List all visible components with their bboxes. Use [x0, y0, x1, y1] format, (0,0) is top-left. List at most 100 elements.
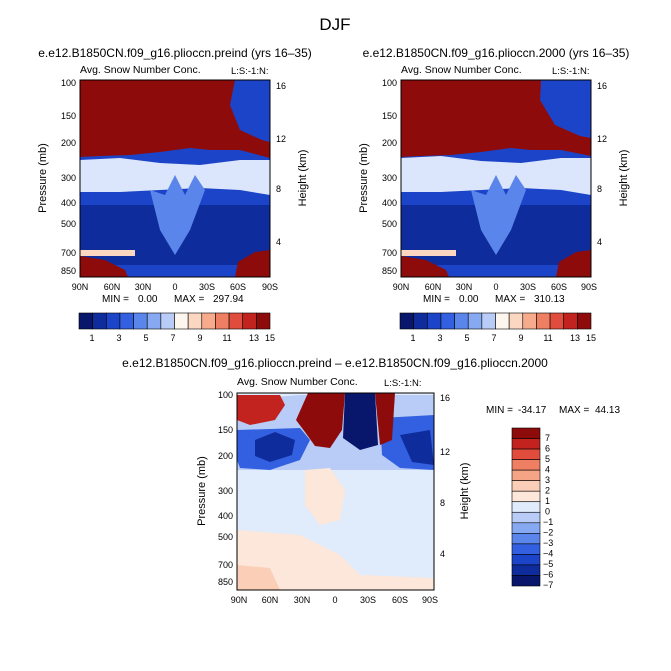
- xtick: 90S: [422, 595, 438, 605]
- cbar-label: 11: [222, 333, 231, 343]
- cbar-label: 13: [570, 333, 580, 343]
- colorbar-swatch: [133, 312, 148, 330]
- field-red-south: [375, 393, 395, 445]
- ytick: 200: [382, 138, 397, 148]
- ytick: 850: [218, 577, 233, 587]
- xtick: 90N: [72, 282, 89, 292]
- cbar-label: −4: [543, 549, 553, 559]
- panel-diff-units: L:S:-1:N:: [384, 378, 422, 389]
- colorbar-swatch: [413, 312, 428, 330]
- cbar-label: 6: [545, 444, 550, 454]
- cbar-label: 5: [143, 333, 148, 343]
- xtick: 30N: [294, 595, 311, 605]
- colorbar-swatch: [511, 554, 541, 566]
- ytick-right: 8: [440, 498, 445, 508]
- cbar-label: 13: [249, 333, 259, 343]
- panel-preind-ylabel-left: Pressure (mb): [37, 143, 49, 213]
- field-polar-south: [235, 250, 270, 277]
- panel-diff-ylabel-right: Height (km): [459, 463, 471, 520]
- field-polar-north-edge: [401, 250, 456, 256]
- ytick: 400: [218, 511, 233, 521]
- field-dark-blue-cap: [343, 393, 378, 450]
- field-peach-edge: [237, 565, 280, 590]
- season-title: DJF: [319, 15, 350, 34]
- panel-2000-min-value: 0.00: [459, 294, 479, 305]
- ytick-right: 8: [276, 184, 281, 194]
- cbar-label: −6: [543, 570, 553, 580]
- colorbar-swatch: [511, 564, 541, 576]
- field-red-north: [237, 395, 285, 425]
- colorbar-swatch: [187, 312, 203, 330]
- xtick: 30N: [456, 282, 473, 292]
- panel-diff-ylabel-left: Pressure (mb): [196, 456, 208, 526]
- xtick: 30N: [135, 282, 152, 292]
- panel-diff-subtitle: Avg. Snow Number Conc.: [237, 376, 358, 388]
- colorbar-swatch: [511, 533, 541, 545]
- panel-preind-title: e.e12.B1850CN.f09_g16.plioccn.preind (yr…: [38, 46, 312, 60]
- panel-2000-subtitle: Avg. Snow Number Conc.: [401, 64, 522, 76]
- panel-diff-max-value: 44.13: [595, 405, 620, 416]
- cbar-label: 11: [543, 333, 552, 343]
- field-peach-tropic: [305, 468, 345, 525]
- colorbar-swatch: [495, 312, 510, 330]
- panel-2000-ylabel-left: Pressure (mb): [358, 143, 370, 213]
- ytick: 200: [61, 138, 76, 148]
- panel-preind-yticks-left: 100 150 200 300 400 500 700 850: [61, 78, 76, 276]
- cbar-label: 4: [545, 465, 550, 475]
- colorbar-swatch: [511, 438, 541, 450]
- colorbar-swatch: [399, 312, 414, 330]
- colorbar-swatch: [511, 522, 541, 534]
- ytick-right: 12: [276, 134, 286, 144]
- panel-diff-xticks: 90N 60N 30N 0 30S 60S 90S: [231, 595, 438, 605]
- xtick: 60S: [551, 282, 567, 292]
- panel-preind-units: L:S:-1:N:: [231, 66, 269, 77]
- cbar-label: 7: [545, 433, 550, 443]
- colorbar-swatch: [522, 312, 537, 330]
- ytick-right: 8: [597, 184, 602, 194]
- ytick: 500: [218, 532, 233, 542]
- colorbar-swatch: [201, 312, 216, 330]
- panel-2000-title: e.e12.B1850CN.f09_g16.plioccn.2000 (yrs …: [363, 46, 630, 60]
- xtick: 60S: [230, 282, 246, 292]
- panel-preind-ylabel-right: Height (km): [297, 150, 309, 207]
- ytick-right: 4: [440, 549, 445, 559]
- panel-diff: e.e12.B1850CN.f09_g16.plioccn.preind – e…: [122, 356, 620, 605]
- colorbar-swatch: [511, 501, 541, 513]
- panel-preind-subtitle: Avg. Snow Number Conc.: [80, 64, 201, 76]
- ytick: 850: [382, 266, 397, 276]
- panel-2000-max-label: MAX =: [495, 294, 525, 305]
- colorbar-swatch: [549, 312, 565, 330]
- cbar-label: 9: [518, 333, 523, 343]
- ytick-right: 4: [276, 237, 281, 247]
- colorbar-swatch: [78, 312, 93, 330]
- ytick: 700: [218, 560, 233, 570]
- xtick: 90N: [231, 595, 248, 605]
- ytick: 100: [218, 390, 233, 400]
- cbar-label: 15: [265, 333, 275, 343]
- colorbar-swatch: [511, 459, 541, 471]
- colorbar-swatch: [481, 312, 496, 330]
- ytick-right: 16: [597, 81, 607, 91]
- panel-preind-xticks: 90N 60N 30N 0 30S 60S 90S: [72, 282, 278, 292]
- colorbar-swatch: [511, 490, 541, 503]
- colorbar-swatch: [511, 427, 541, 439]
- xtick: 60N: [425, 282, 442, 292]
- ytick: 200: [218, 451, 233, 461]
- panel-2000-min-label: MIN =: [423, 294, 450, 305]
- colorbar-swatch: [146, 312, 162, 330]
- colorbar-swatch: [511, 480, 541, 492]
- colorbar-swatch: [467, 312, 483, 330]
- panel-diff-max-label: MAX =: [559, 405, 589, 416]
- cbar-label: 3: [116, 333, 121, 343]
- panel-preind-field: [80, 80, 270, 277]
- cbar-label: 7: [491, 333, 496, 343]
- field-tropic-light: [150, 175, 205, 255]
- ytick-right: 12: [597, 134, 607, 144]
- field-polar-north-edge: [80, 250, 135, 256]
- colorbar-swatch: [119, 312, 134, 330]
- colorbar-swatch: [508, 312, 524, 330]
- panel-2000-xticks: 90N 60N 30N 0 30S 60S 90S: [393, 282, 597, 292]
- ytick: 150: [382, 111, 397, 121]
- cbar-label: −5: [543, 559, 553, 569]
